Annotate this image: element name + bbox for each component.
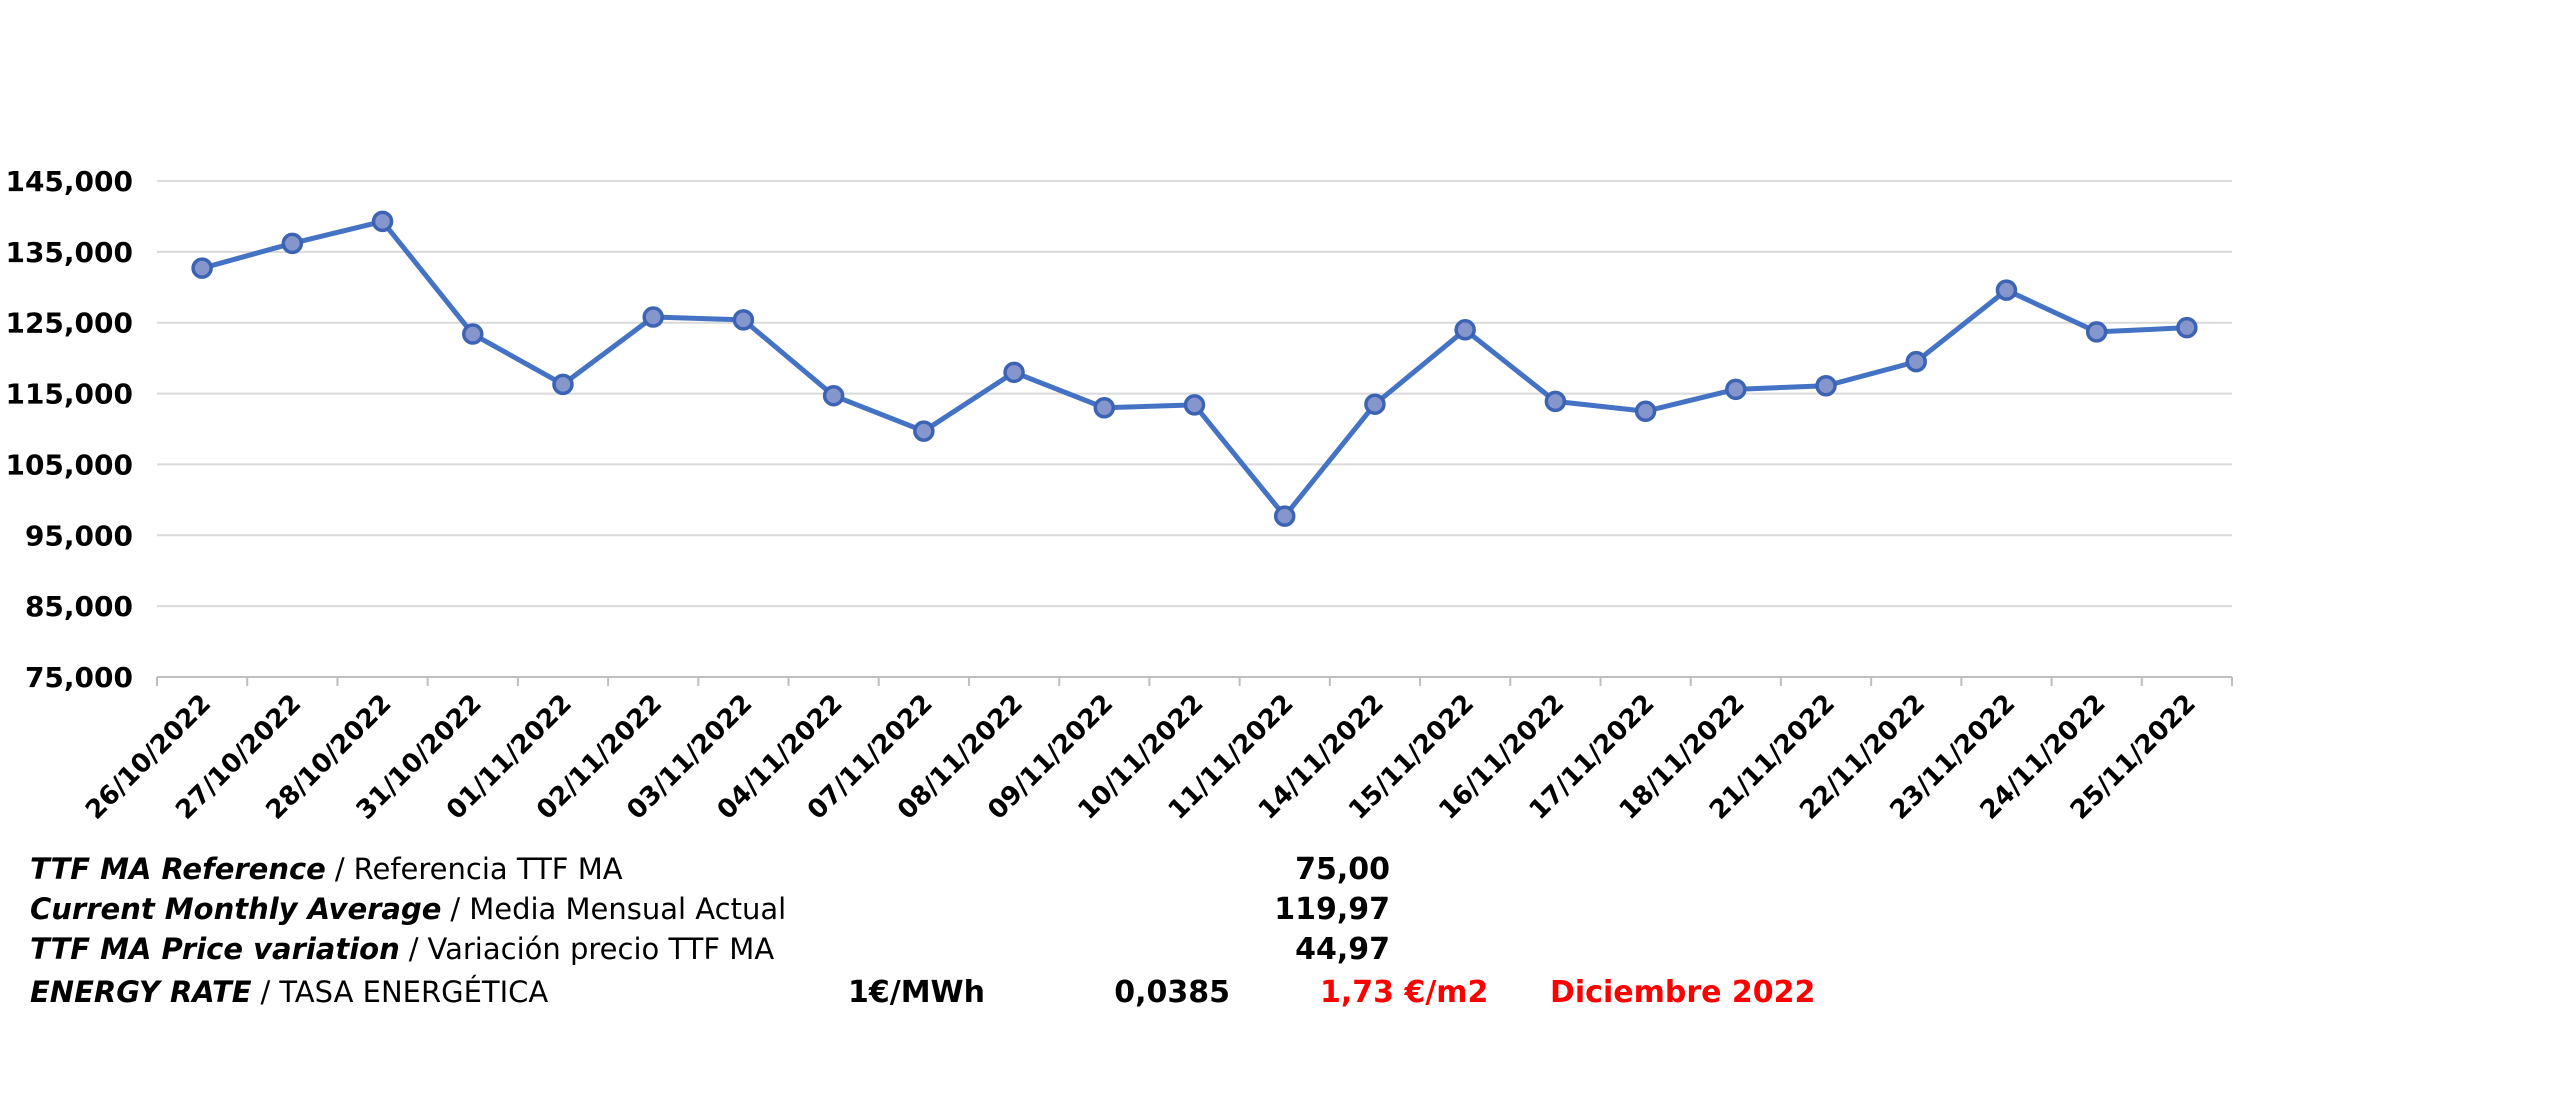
price-variation-value: 44,97 xyxy=(1295,932,1390,967)
data-point-marker xyxy=(191,257,213,279)
row-label-es: Media Mensual Actual xyxy=(469,892,787,926)
data-point-marker xyxy=(2085,321,2108,343)
label-separator: / xyxy=(450,892,461,926)
ttf-price-line-chart: 145,000 135,000 125,000 115,000 105,000 95,00… xyxy=(5,165,2233,826)
energy-rate-value: 0,0385 xyxy=(1114,975,1230,1010)
label-separator: / xyxy=(408,932,419,966)
row-label-es: Variación precio TTF MA xyxy=(427,932,775,966)
row-label-en: ENERGY RATE xyxy=(30,975,252,1009)
y-axis-label: 85,000 xyxy=(25,590,133,623)
energy-rate-unit: 1€/MWh xyxy=(847,975,985,1010)
data-point-marker xyxy=(1815,375,1837,397)
data-point-marker xyxy=(281,232,304,255)
data-point-marker xyxy=(1905,350,1927,373)
row-label-es: TASA ENERGÉTICA xyxy=(279,975,549,1009)
y-axis-label: 75,000 xyxy=(25,661,133,694)
data-point-marker xyxy=(822,384,845,407)
label-separator: / xyxy=(260,975,271,1009)
data-point-marker xyxy=(1003,361,1025,384)
y-axis-label: 95,000 xyxy=(25,519,133,552)
row-label-en: TTF MA Price variation xyxy=(30,932,400,966)
data-point-marker xyxy=(1995,279,2018,301)
summary-row-reference: TTF MA Reference / Referencia TTF MA xyxy=(30,852,623,888)
data-point-marker xyxy=(1454,319,1476,341)
summary-row-price-variation: TTF MA Price variation / Variación precio … xyxy=(30,932,774,968)
data-point-marker xyxy=(1725,378,1747,401)
row-label-en: TTF MA Reference xyxy=(30,852,326,886)
y-axis-label: 135,000 xyxy=(5,236,133,269)
data-point-marker xyxy=(1093,396,1116,419)
data-point-marker xyxy=(462,323,484,345)
data-point-marker xyxy=(642,306,664,328)
y-axis-label: 125,000 xyxy=(5,307,133,340)
data-point-marker xyxy=(913,420,935,442)
data-point-marker xyxy=(1183,394,1206,416)
data-point-marker xyxy=(371,210,394,233)
y-axis-label: 105,000 xyxy=(5,448,133,481)
data-point-marker xyxy=(1634,400,1657,423)
data-point-marker xyxy=(1273,505,1296,527)
energy-rate-result: 1,73 €/m2 xyxy=(1320,975,1489,1010)
data-point-marker xyxy=(552,373,574,396)
row-label-es: Referencia TTF MA xyxy=(353,852,623,886)
data-point-marker xyxy=(732,309,755,331)
monthly-average-value: 119,97 xyxy=(1274,892,1390,927)
energy-rate-period: Diciembre 2022 xyxy=(1550,975,1816,1010)
row-label-en: Current Monthly Average xyxy=(30,892,442,926)
price-line xyxy=(199,218,2190,519)
data-point-marker xyxy=(1544,390,1567,413)
label-separator: / xyxy=(334,852,345,886)
reference-value: 75,00 xyxy=(1295,852,1390,887)
y-axis-label: 145,000 xyxy=(5,165,133,198)
summary-row-monthly-average: Current Monthly Average / Media Mensual Ac… xyxy=(30,892,786,928)
summary-row-energy-rate: ENERGY RATE / TASA ENERGÉTICA xyxy=(30,975,548,1011)
y-axis-label: 115,000 xyxy=(5,378,133,411)
data-point-marker xyxy=(2176,316,2198,339)
data-point-marker xyxy=(1364,393,1386,415)
